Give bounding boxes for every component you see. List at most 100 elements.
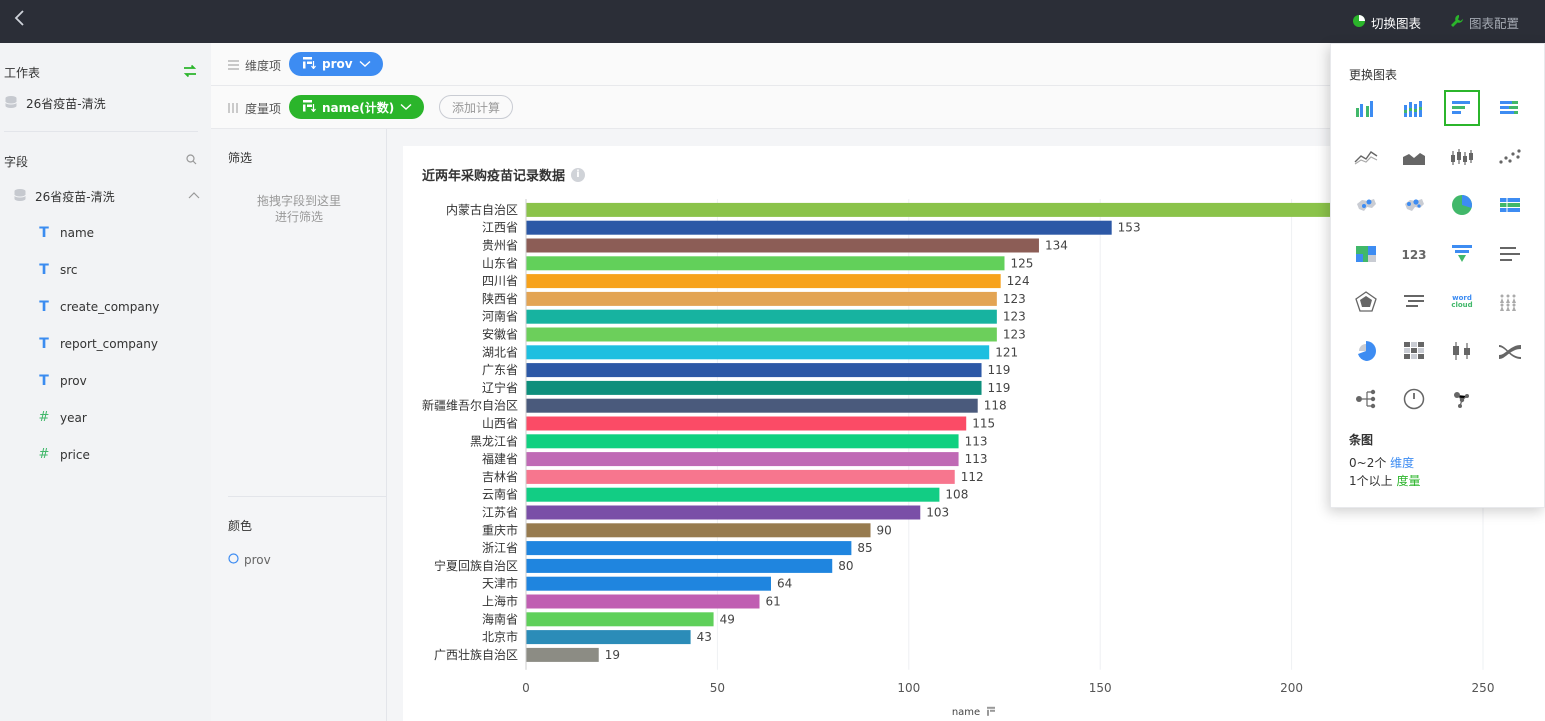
table-chart-icon[interactable] [1492, 187, 1528, 223]
svg-text:123: 123 [1401, 248, 1426, 262]
dataset-item[interactable]: 26省疫苗-清洗 [4, 95, 106, 112]
radar-chart-icon[interactable] [1348, 284, 1384, 320]
bubble-map-icon[interactable] [1396, 187, 1432, 223]
dimension-link[interactable]: 维度 [1390, 456, 1415, 470]
filter-hint-line2: 进行筛选 [274, 210, 323, 224]
grouped-bar-chart-icon[interactable] [1348, 90, 1384, 126]
bar[interactable] [526, 238, 1039, 253]
bar[interactable] [526, 398, 978, 413]
bar[interactable] [526, 612, 714, 627]
bar[interactable] [526, 309, 997, 324]
line-chart-icon[interactable] [1348, 139, 1384, 175]
bar-value-label: 119 [988, 363, 1011, 377]
bar-value-label: 112 [961, 470, 984, 484]
sort-icon [303, 99, 316, 115]
info-icon[interactable]: i [571, 167, 586, 182]
bar[interactable] [526, 434, 959, 449]
x-tick-label: 50 [710, 681, 725, 695]
bar-value-label: 64 [777, 577, 792, 591]
scatter-chart-icon[interactable] [1492, 139, 1528, 175]
horizontal-bar-chart-icon[interactable] [1444, 90, 1480, 126]
x-tick-label: 150 [1089, 681, 1112, 695]
sidebar: 工作表 26省疫苗-清洗 字段 26省疫苗-清洗 T name T src T … [0, 43, 211, 721]
columns-icon [228, 102, 239, 116]
bar[interactable] [526, 380, 982, 395]
worksheet-label: 工作表 [4, 66, 41, 80]
field-name[interactable]: T name [38, 225, 94, 241]
field-price[interactable]: # price [38, 447, 90, 462]
fields-label: 字段 [4, 155, 29, 169]
tree-chart-icon[interactable] [1348, 381, 1384, 417]
bar[interactable] [526, 274, 1001, 289]
y-category-label: 辽宁省 [482, 380, 518, 395]
bar[interactable] [526, 487, 940, 502]
bar[interactable] [526, 220, 1112, 235]
search-icon[interactable] [186, 154, 197, 168]
bar[interactable] [526, 469, 955, 484]
bar-list-icon[interactable] [1492, 236, 1528, 272]
field-report-company[interactable]: T report_company [38, 336, 158, 352]
dimension-pill-prov[interactable]: prov [289, 52, 383, 76]
funnel-chart-icon[interactable] [1444, 236, 1480, 272]
back-arrow-icon[interactable] [8, 8, 32, 32]
bar[interactable] [526, 523, 871, 538]
area-chart-icon[interactable] [1396, 139, 1432, 175]
gauge-chart-icon[interactable] [1396, 381, 1432, 417]
sort-icon[interactable] [987, 706, 995, 716]
bar[interactable] [526, 630, 691, 645]
treemap-chart-icon[interactable] [1348, 236, 1384, 272]
bar[interactable] [526, 594, 760, 609]
wrench-icon [1450, 14, 1464, 31]
add-calculation-button[interactable]: 添加计算 [439, 95, 514, 119]
chart-config-button[interactable]: 图表配置 [1450, 12, 1519, 32]
boxplot-chart-icon[interactable] [1444, 333, 1480, 369]
bar[interactable] [526, 647, 599, 662]
table-item[interactable]: 26省疫苗-清洗 [13, 188, 115, 205]
network-chart-icon[interactable] [1444, 381, 1480, 417]
number-type-icon: # [38, 410, 50, 425]
measure-pill-name-count[interactable]: name(计数) [289, 95, 425, 119]
bar[interactable] [526, 558, 833, 573]
pie-chart-icon[interactable] [1444, 187, 1480, 223]
heatmap-chart-icon[interactable] [1396, 333, 1432, 369]
field-create-company[interactable]: T create_company [38, 299, 159, 315]
bar[interactable] [526, 363, 982, 378]
bar[interactable] [526, 256, 1005, 271]
field-label: src [60, 263, 78, 277]
candlestick-chart-icon[interactable] [1444, 139, 1480, 175]
bar-value-label: 118 [984, 399, 1007, 413]
bar[interactable] [526, 416, 967, 431]
kpi-number-icon[interactable]: 123 [1396, 236, 1432, 272]
field-year[interactable]: # year [38, 410, 87, 425]
y-category-label: 天津市 [482, 576, 518, 591]
bar[interactable] [526, 505, 921, 520]
bar[interactable] [526, 202, 1545, 217]
measure-link[interactable]: 度量 [1396, 474, 1421, 488]
field-prov[interactable]: T prov [38, 373, 87, 389]
bar[interactable] [526, 541, 852, 556]
bar[interactable] [526, 345, 990, 360]
switch-chart-button[interactable]: 切换图表 [1352, 12, 1421, 32]
x-tick-label: 100 [897, 681, 920, 695]
switch-dataset-icon[interactable] [182, 63, 198, 82]
stacked-horizontal-bar-chart-icon[interactable] [1492, 90, 1528, 126]
bar[interactable] [526, 452, 959, 467]
bar[interactable] [526, 327, 997, 342]
field-src[interactable]: T src [38, 262, 78, 278]
bar[interactable] [526, 576, 771, 591]
filter-drop-zone[interactable]: 拖拽字段到这里 进行筛选 [211, 193, 387, 225]
chart-config-label: 图表配置 [1469, 15, 1520, 31]
y-category-label: 四川省 [482, 274, 518, 288]
sankey-chart-icon[interactable] [1396, 284, 1432, 320]
color-field[interactable]: prov [228, 553, 271, 567]
ribbon-chart-icon[interactable] [1492, 333, 1528, 369]
rose-chart-icon[interactable] [1348, 333, 1384, 369]
bar[interactable] [526, 291, 997, 306]
chevron-up-icon[interactable] [188, 190, 200, 204]
stacked-bar-chart-icon[interactable] [1396, 90, 1432, 126]
map-chart-icon[interactable] [1348, 187, 1384, 223]
pictorial-chart-icon[interactable] [1492, 284, 1528, 320]
word-cloud-icon[interactable]: word cloud [1444, 284, 1480, 320]
y-category-label: 湖北省 [482, 344, 518, 359]
